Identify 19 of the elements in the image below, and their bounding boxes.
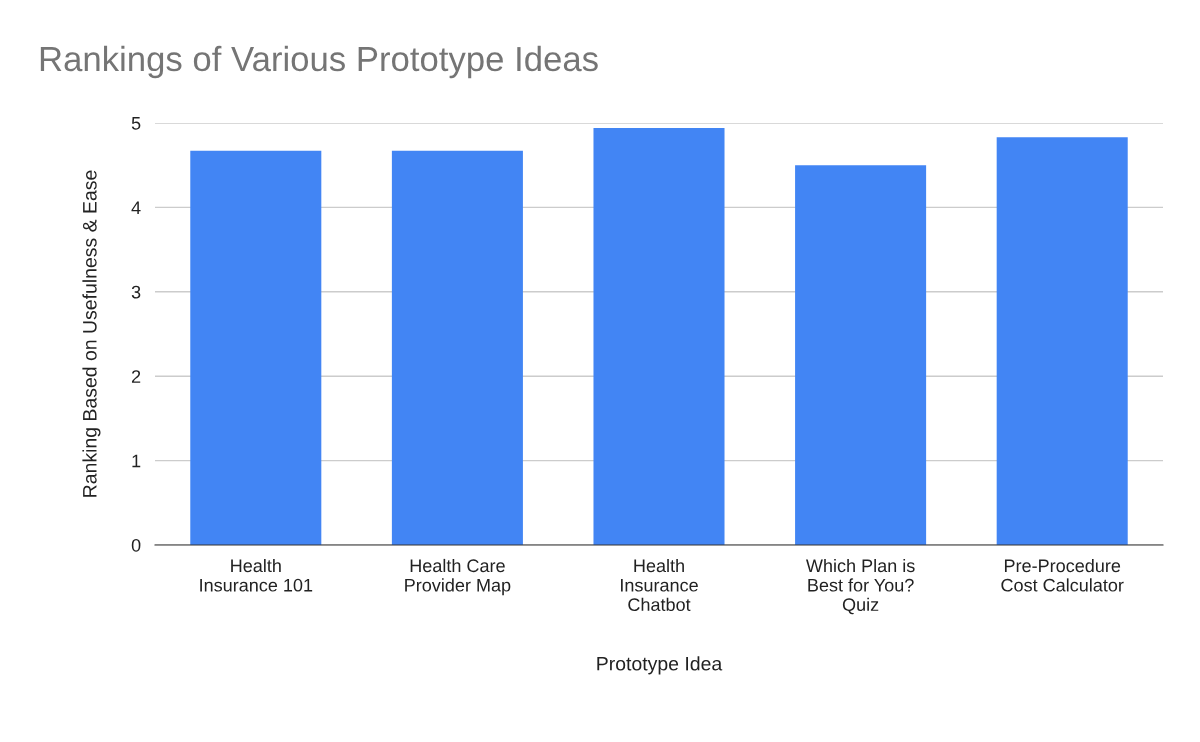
y-tick-label: 1 [132,454,141,468]
y-tick-label: 4 [131,201,141,214]
bar [996,137,1128,545]
x-axis-title: Prototype Idea [597,656,723,675]
bar [795,165,927,545]
x-tick-label: Health Insurance 101 [200,558,313,592]
bar [593,128,725,545]
bar [190,150,322,545]
x-tick-label: Health Care Provider Map [405,558,511,596]
y-axis-title: Ranking Based on Usefulness & Ease [82,170,101,497]
y-tick-label: 3 [131,285,141,299]
y-tick-label: 5 [131,117,141,130]
y-tick-label: 0 [131,538,141,552]
x-tick-label: Pre-Procedure Cost Calculator [1001,558,1124,592]
y-tick-label: 2 [131,370,141,383]
x-tick-label: Which Plan is Best for You? Quiz [805,558,915,615]
chart-title: Rankings of Various Prototype Ideas [40,45,598,79]
bar [391,150,523,545]
x-tick-label: Health Insurance Chatbot [621,558,698,612]
